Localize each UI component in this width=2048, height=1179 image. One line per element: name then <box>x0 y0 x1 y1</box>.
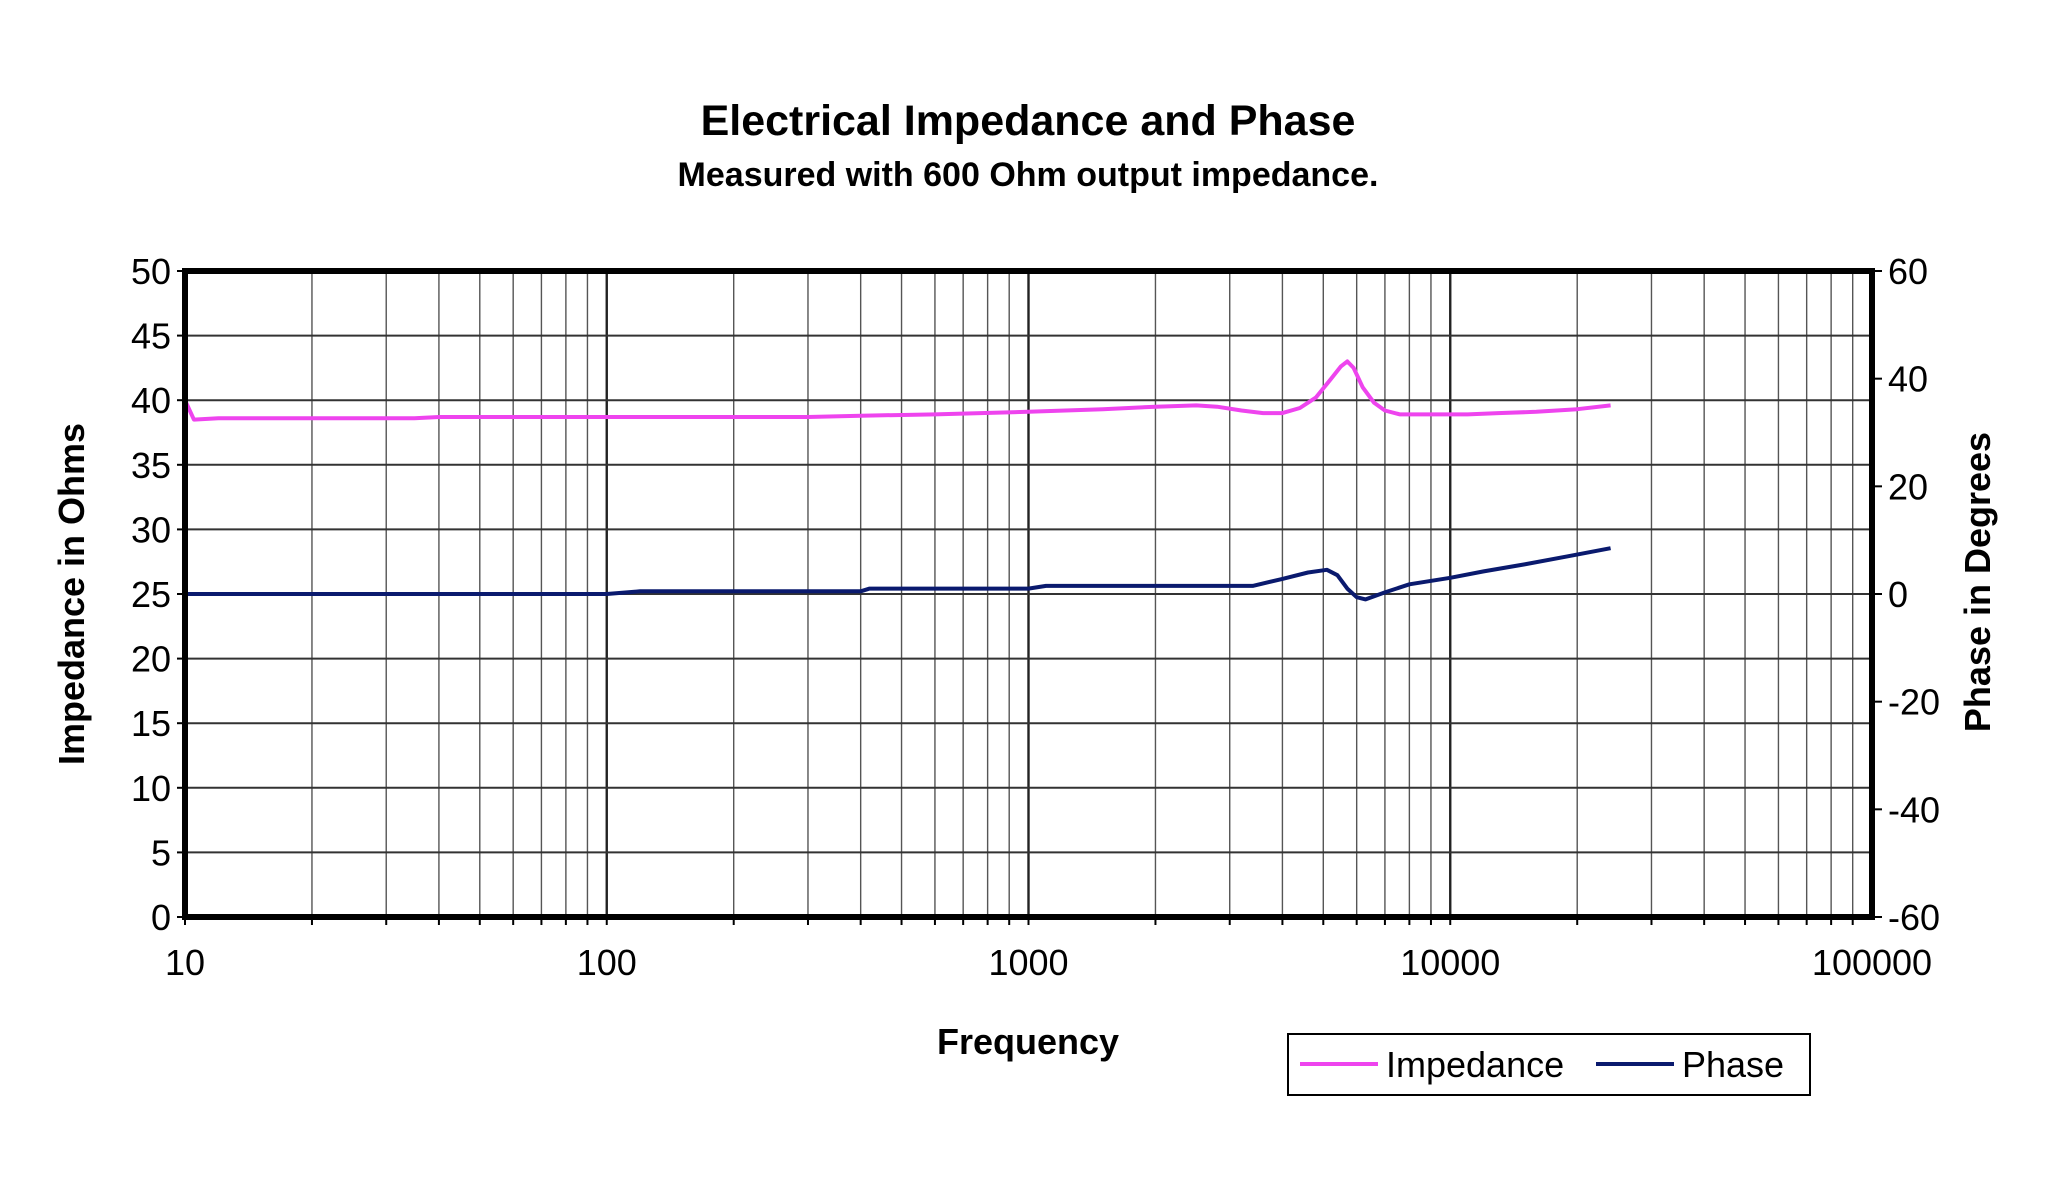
y-axis-label: Impedance in Ohms <box>51 423 92 765</box>
series-lines <box>183 359 1611 602</box>
y2-tick-label: 60 <box>1888 251 1928 292</box>
y2-tick-label: 0 <box>1888 574 1908 615</box>
y2-tick-label: -60 <box>1888 897 1940 938</box>
y-tick-label: 35 <box>131 445 171 486</box>
y-tick-label: 45 <box>131 316 171 357</box>
y-tick-label: 10 <box>131 768 171 809</box>
tick-labels: 0 5 10 15 20 25 30 35 40 45 50 -60 -40 -20 0 20 40 60 10 10… <box>131 251 1940 983</box>
y2-axis-label: Phase in Degrees <box>1957 432 1998 732</box>
series-line-impedance <box>183 359 1611 422</box>
y2-tick-label: -40 <box>1888 789 1940 830</box>
grid <box>177 270 1882 925</box>
legend: Impedance Phase <box>1287 1033 1811 1096</box>
plot-frame <box>182 268 1875 920</box>
x-tick-label: 10 <box>165 942 205 983</box>
chart-title: Electrical Impedance and Phase <box>701 97 1356 145</box>
x-tick-label: 100000 <box>1812 942 1932 983</box>
x-axis-label: Frequency <box>937 1021 1119 1062</box>
legend-label-impedance: Impedance <box>1386 1044 1564 1085</box>
series-line-phase <box>185 546 1611 602</box>
y-tick-label: 30 <box>131 509 171 550</box>
y-tick-label: 50 <box>131 251 171 292</box>
chart-subtitle: Measured with 600 Ohm output impedance. <box>678 156 1379 194</box>
y2-tick-label: 20 <box>1888 466 1928 507</box>
y-tick-label: 40 <box>131 380 171 421</box>
y-tick-label: 5 <box>151 832 171 873</box>
y-tick-label: 0 <box>151 897 171 938</box>
y-tick-label: 15 <box>131 703 171 744</box>
x-tick-label: 10000 <box>1400 942 1500 983</box>
x-tick-label: 100 <box>577 942 637 983</box>
x-tick-label: 1000 <box>988 942 1068 983</box>
y2-tick-label: -20 <box>1888 682 1940 723</box>
y2-tick-label: 40 <box>1888 359 1928 400</box>
y-tick-label: 20 <box>131 639 171 680</box>
legend-label-phase: Phase <box>1682 1044 1784 1085</box>
y-tick-label: 25 <box>131 574 171 615</box>
